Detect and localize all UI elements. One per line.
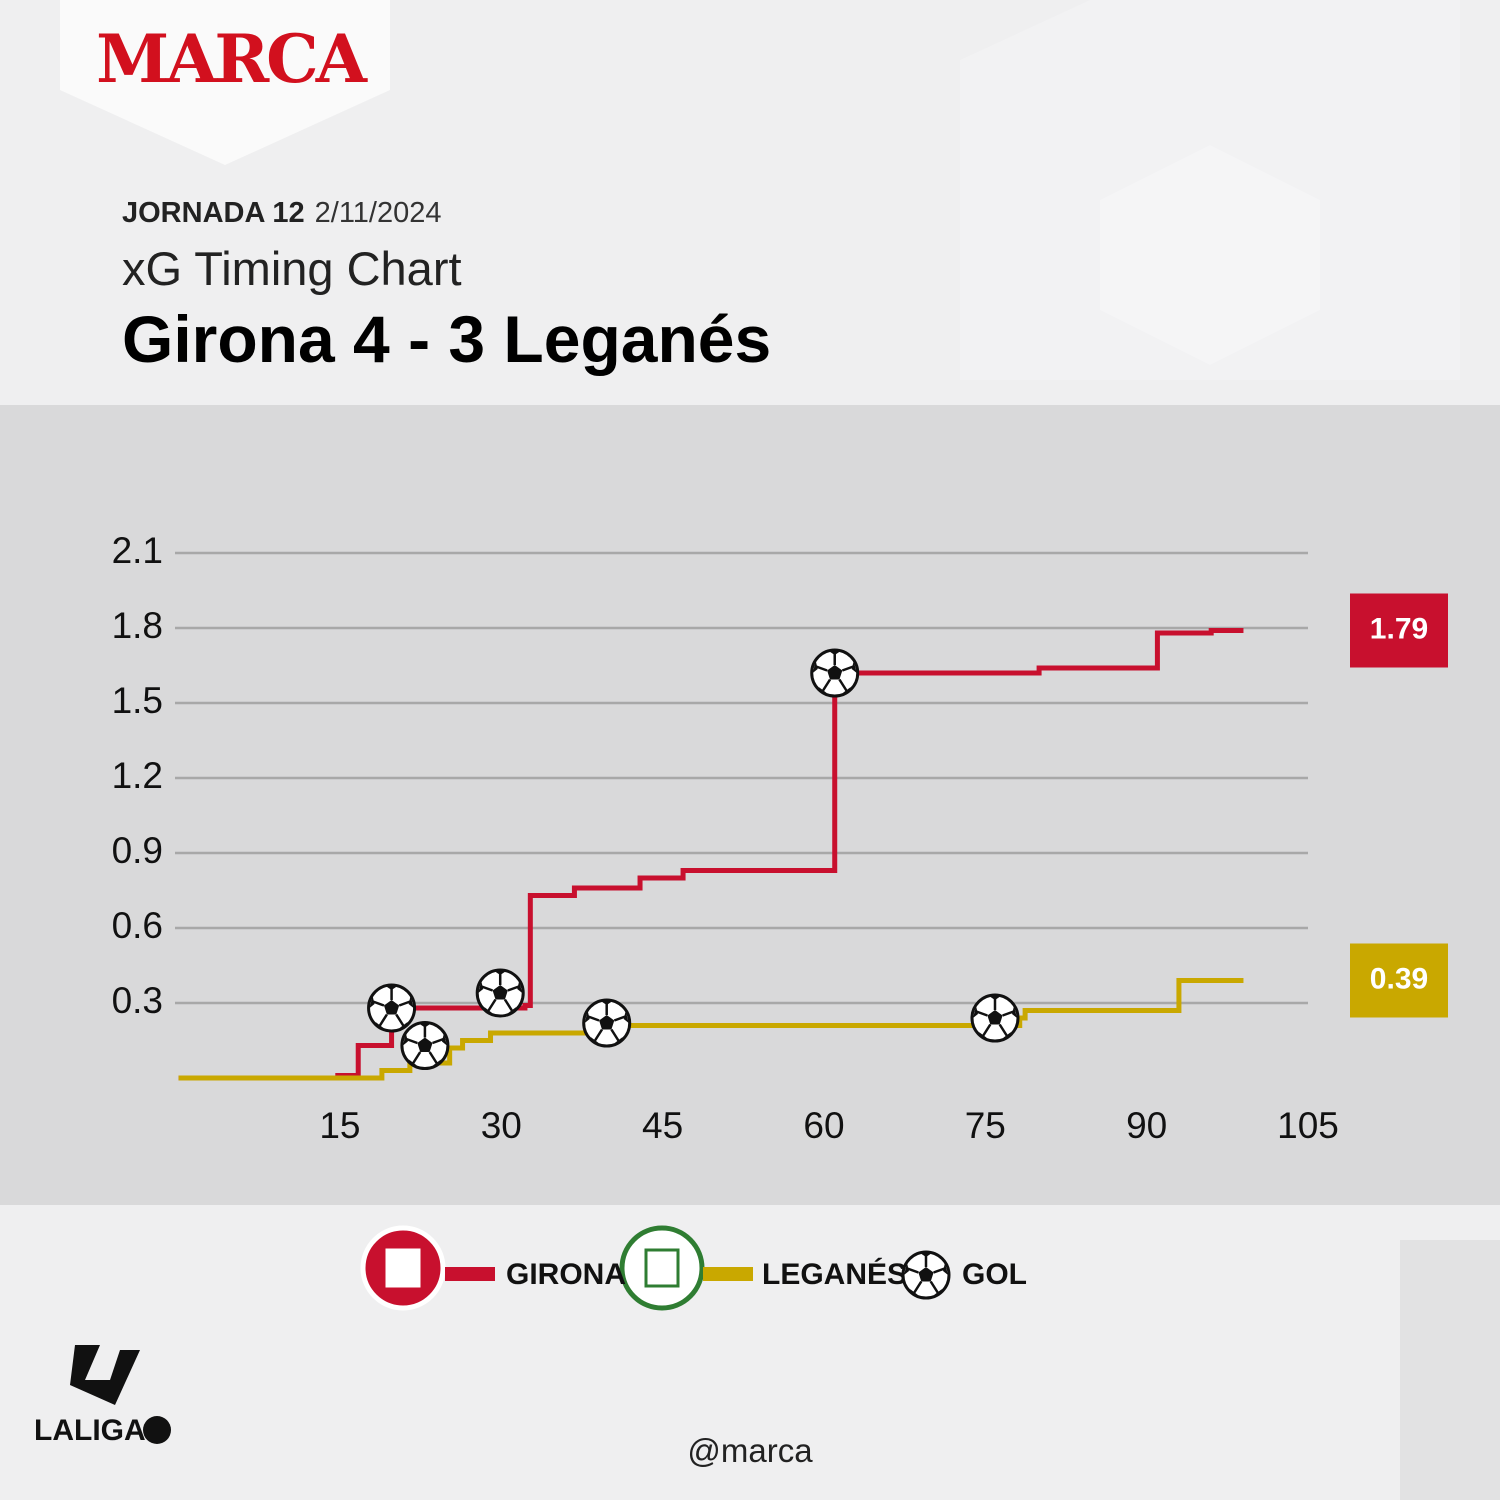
xg-line (178, 978, 1244, 1081)
end-label-box (1350, 593, 1448, 668)
xg-line (178, 628, 1244, 1081)
end-label-box (1350, 943, 1448, 1018)
round: JORNADA 12 (122, 197, 305, 229)
league-badge (143, 1416, 171, 1444)
y-tick-label: 0.6 (112, 905, 163, 946)
decor-hex (1400, 1240, 1500, 1500)
legend-label: LEGANÉS (762, 1257, 907, 1291)
decor-hex (960, 0, 1460, 380)
subtitle: xG Timing Chart (122, 242, 462, 295)
team-crest-detail (385, 1248, 421, 1288)
goal-marker (810, 648, 860, 698)
end-label: 0.39 (1370, 962, 1428, 995)
league: LALIGA (34, 1414, 146, 1447)
x-tick-label: 105 (1277, 1105, 1339, 1146)
legend-label: GOL (962, 1258, 1027, 1291)
x-tick-label: 45 (642, 1105, 683, 1146)
y-tick-label: 1.2 (112, 755, 163, 796)
logo-plate (60, 0, 390, 165)
goal-marker (582, 998, 632, 1048)
end-label: 1.79 (1370, 612, 1428, 645)
x-tick-label: 15 (319, 1105, 360, 1146)
header-line: JORNADA 12 2/11/2024 (122, 197, 442, 229)
x-tick-label: 60 (803, 1105, 844, 1146)
goal-marker (400, 1021, 450, 1070)
legend-swatch (703, 1267, 753, 1281)
x-tick-label: 90 (1126, 1105, 1167, 1146)
chart-band (0, 405, 1500, 1205)
legend-label: GIRONA (506, 1258, 626, 1291)
legend: GIRONA LEGANÉS GOL (360, 1225, 1027, 1311)
footer-handle: @marca (687, 1432, 813, 1469)
x-tick-label: 75 (965, 1105, 1006, 1146)
y-tick-label: 2.1 (112, 530, 163, 571)
y-tick-label: 0.9 (112, 830, 163, 871)
y-tick-label: 1.5 (112, 680, 163, 721)
brand-logo: MARCA (96, 20, 368, 98)
x-tick-label: 30 (481, 1105, 522, 1146)
goal-marker (970, 993, 1020, 1043)
chart-title: Girona 4 - 3 Leganés (122, 302, 771, 376)
legend-goal-icon (901, 1250, 951, 1300)
goal-marker (475, 968, 525, 1018)
y-tick-label: 1.8 (112, 605, 163, 646)
goal-marker (367, 983, 417, 1033)
team-crest-detail (644, 1248, 680, 1288)
y-tick-label: 0.3 (112, 980, 163, 1021)
league-logo (70, 1345, 140, 1405)
legend-swatch (445, 1267, 495, 1281)
date: 2/11/2024 (315, 197, 442, 229)
